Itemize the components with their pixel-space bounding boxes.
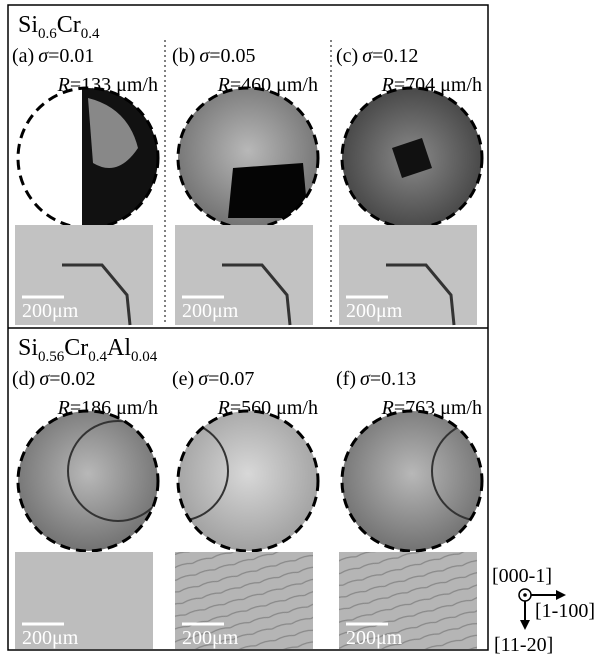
element-symbol: Si — [18, 335, 38, 361]
panel-letter: (d) — [12, 368, 35, 390]
composition-title: Si0.6Cr0.4 — [18, 12, 100, 42]
panel-letter: (e) — [172, 368, 194, 390]
axis-label: [1-100] — [535, 600, 595, 622]
element-symbol: Cr — [57, 12, 81, 38]
panel-letter: (b) — [172, 45, 195, 67]
subscript: 0.4 — [88, 349, 107, 365]
scale-bar-label: 200μm — [22, 627, 79, 649]
sigma-value: =0.12 — [372, 45, 418, 67]
sigma-value: =0.02 — [49, 368, 95, 390]
sigma-value: =0.01 — [48, 45, 94, 67]
wafer-photo — [340, 409, 532, 553]
scale-bar-label: 200μm — [346, 627, 403, 649]
sigma-value: =0.13 — [370, 368, 416, 390]
panel-letter: (a) — [12, 45, 34, 67]
figure: [000-1] [1-100] [11-20] Si0.6Cr0.4(a)σ=0… — [0, 0, 603, 657]
panel-label: (b)σ=0.05 — [172, 45, 255, 67]
orientation-compass: [000-1] [1-100] [11-20] — [492, 565, 595, 656]
subscript: 0.56 — [38, 349, 65, 365]
scale-bar-label: 200μm — [22, 300, 79, 322]
element-symbol: Al — [107, 335, 131, 361]
subscript: 0.4 — [81, 26, 100, 42]
sigma-value: =0.07 — [208, 368, 254, 390]
panel-label: (c)σ=0.12 — [336, 45, 418, 67]
panel-label: (a)σ=0.01 — [12, 45, 94, 67]
axis-label: [11-20] — [494, 634, 553, 656]
panel-letter: (f) — [336, 368, 356, 390]
scale-bar-label: 200μm — [182, 300, 239, 322]
panel-label: (d)σ=0.02 — [12, 368, 95, 390]
axis-label: [000-1] — [492, 565, 552, 587]
sigma-value: =0.05 — [209, 45, 255, 67]
scale-bar-label: 200μm — [346, 300, 403, 322]
panel-label: (f)σ=0.13 — [336, 368, 416, 390]
composition-title: Si0.56Cr0.4Al0.04 — [18, 335, 158, 365]
panel-label: (e)σ=0.07 — [172, 368, 254, 390]
element-symbol: Cr — [64, 335, 88, 361]
subscript: 0.04 — [131, 349, 158, 365]
scale-bar-label: 200μm — [182, 627, 239, 649]
element-symbol: Si — [18, 12, 38, 38]
subscript: 0.6 — [38, 26, 57, 42]
panel-letter: (c) — [336, 45, 358, 67]
